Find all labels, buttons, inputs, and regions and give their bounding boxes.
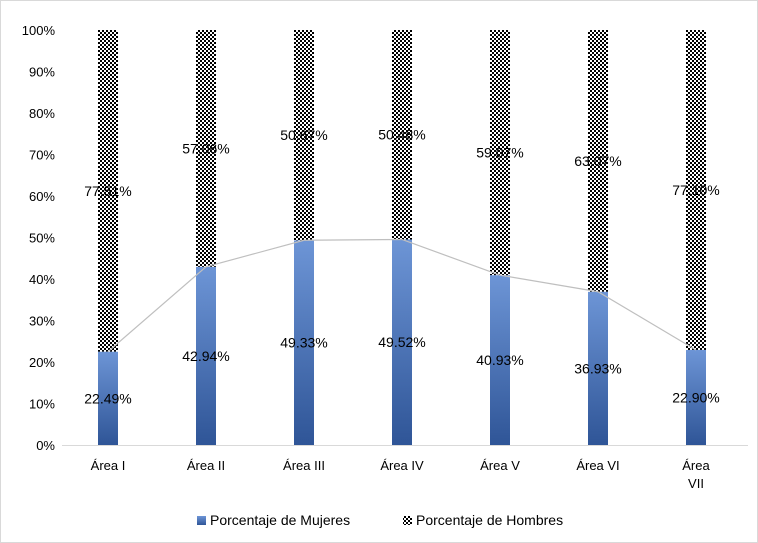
y-tick-label: 80% <box>29 106 55 121</box>
bar-hombres <box>392 30 412 240</box>
data-label-mujeres: 22.49% <box>84 390 131 406</box>
bar-mujeres <box>686 349 706 445</box>
x-category-label: Área <box>682 458 710 473</box>
data-label-hombres: 50.67% <box>280 127 327 143</box>
x-category-label: Área II <box>187 458 225 473</box>
legend-label-mujeres: Porcentaje de Mujeres <box>210 512 350 528</box>
data-label-mujeres: 49.33% <box>280 335 327 351</box>
data-label-mujeres: 22.90% <box>672 389 719 405</box>
data-labels-layer: 22.49% 77.51% 42.94% 57.06% 49.33% 50.67% 49.5… <box>84 127 719 407</box>
connector-line-layer <box>107 238 697 353</box>
bar-hombres <box>588 30 608 292</box>
bars-layer <box>98 30 706 445</box>
data-label-hombres: 77.51% <box>84 183 131 199</box>
y-tick-label: 100% <box>22 23 56 38</box>
bar-mujeres <box>490 275 510 445</box>
bar-hombres <box>98 30 118 352</box>
data-label-hombres: 57.06% <box>182 140 229 156</box>
y-tick-label: 10% <box>29 397 55 412</box>
bar-mujeres <box>98 351 118 445</box>
data-label-mujeres: 49.52% <box>378 334 425 350</box>
x-category-label: VII <box>688 476 704 491</box>
series-connector-line <box>107 238 697 353</box>
y-tick-label: 90% <box>29 65 55 80</box>
x-category-label: Área III <box>283 458 325 473</box>
legend: Porcentaje de Mujeres Porcentaje de Hombr… <box>197 512 563 528</box>
bar-hombres <box>294 30 314 241</box>
y-tick-label: 0% <box>36 438 55 453</box>
bar-hombres <box>686 30 706 350</box>
data-label-hombres: 59.07% <box>476 145 523 161</box>
x-category-label: Área IV <box>380 458 424 473</box>
x-category-label: Área I <box>91 458 126 473</box>
axis-layer: 0% 10% 20% 30% 40% 50% 60% 70% 80% 90% 100% Área I Á… <box>22 23 748 491</box>
y-tick-label: 20% <box>29 355 55 370</box>
data-label-mujeres: 36.93% <box>574 360 621 376</box>
y-tick-label: 70% <box>29 148 55 163</box>
x-category-label: Área V <box>480 458 520 473</box>
legend-swatch-hombres <box>403 516 412 525</box>
bar-mujeres <box>588 291 608 445</box>
x-category-label: Área VI <box>576 458 619 473</box>
data-label-mujeres: 42.94% <box>182 348 229 364</box>
bar-hombres <box>196 30 216 267</box>
legend-swatch-mujeres <box>197 516 206 525</box>
y-tick-label: 50% <box>29 231 55 246</box>
data-label-hombres: 50.48% <box>378 127 425 143</box>
legend-label-hombres: Porcentaje de Hombres <box>416 512 563 528</box>
data-label-hombres: 77.10% <box>672 182 719 198</box>
bar-mujeres <box>392 239 412 445</box>
y-tick-label: 60% <box>29 189 55 204</box>
data-label-hombres: 63.07% <box>574 153 621 169</box>
bar-hombres <box>490 30 510 276</box>
data-label-mujeres: 40.93% <box>476 352 523 368</box>
bar-mujeres <box>196 266 216 445</box>
y-tick-label: 30% <box>29 314 55 329</box>
bar-mujeres <box>294 240 314 445</box>
y-tick-label: 40% <box>29 272 55 287</box>
